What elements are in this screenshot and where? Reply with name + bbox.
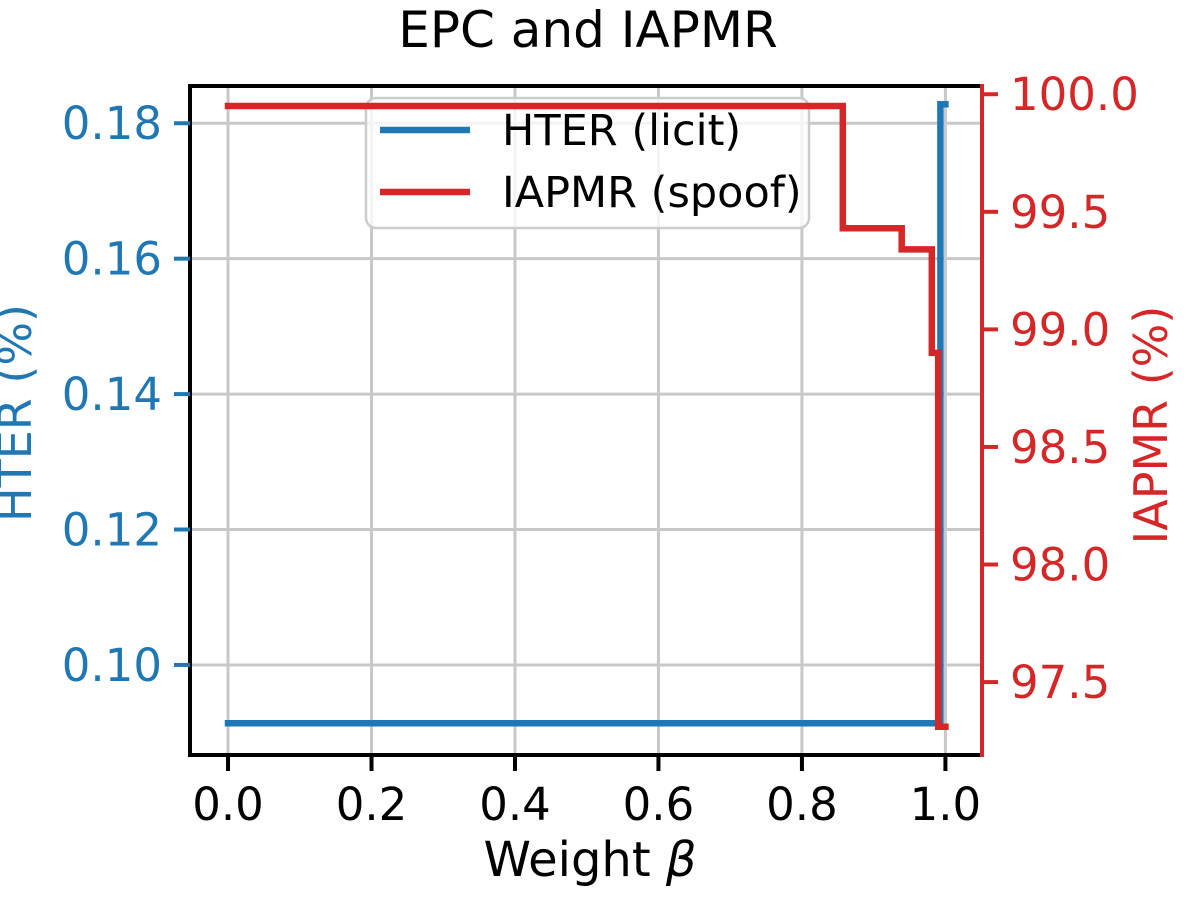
legend-label-iapmr: IAPMR (spoof) [502, 168, 802, 218]
x-tick-label-0.6: 0.6 [623, 778, 695, 831]
series-line-iapmr-spoof [224, 102, 949, 731]
left-tick-label-0.14: 0.14 [62, 368, 162, 421]
right-tick-label-100.0: 100.0 [1010, 68, 1139, 121]
right-tick-label-98.0: 98.0 [1010, 539, 1110, 592]
right-tick-label-98.5: 98.5 [1010, 421, 1110, 474]
left-tick-label-0.10: 0.10 [62, 639, 162, 692]
left-tick-label-0.12: 0.12 [62, 504, 162, 557]
x-tick-label-1.0: 1.0 [910, 778, 982, 831]
x-tick-label-0.4: 0.4 [479, 778, 551, 831]
legend-frame [364, 96, 811, 230]
x-axis-label: Weight β [483, 832, 696, 888]
x-tick-label-0.2: 0.2 [336, 778, 408, 831]
x-tick-label-0.8: 0.8 [766, 778, 838, 831]
right-tick-label-99.5: 99.5 [1010, 186, 1110, 239]
right-axis-label: IAPMR (%) [1124, 306, 1178, 545]
legend: HTER (licit) IAPMR (spoof) [364, 96, 811, 230]
legend-label-hter: HTER (licit) [502, 106, 741, 156]
left-tick-label-0.16: 0.16 [62, 233, 162, 286]
x-tick-label-0.0: 0.0 [192, 778, 264, 831]
right-tick-label-99.0: 99.0 [1010, 303, 1110, 356]
chart-title: EPC and IAPMR [398, 1, 778, 59]
left-tick-label-0.18: 0.18 [62, 97, 162, 150]
right-tick-label-97.5: 97.5 [1010, 656, 1110, 709]
left-axis-label: HTER (%) [0, 304, 42, 522]
